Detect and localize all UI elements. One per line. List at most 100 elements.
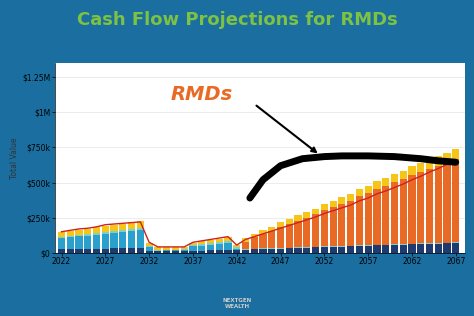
Bar (259, 234, 266, 248)
Bar (198, 246, 205, 251)
Text: Cash Flow Projections for RMDs: Cash Flow Projections for RMDs (77, 11, 397, 29)
Bar (242, 242, 249, 249)
Bar (93, 249, 100, 253)
Bar (128, 229, 135, 231)
Bar (374, 181, 381, 189)
Bar (356, 189, 363, 196)
Bar (259, 248, 266, 249)
Bar (338, 197, 346, 204)
Bar (216, 244, 223, 250)
Bar (409, 244, 416, 253)
Bar (198, 241, 205, 244)
Bar (321, 246, 328, 247)
Text: NEXTGEN
WEALTH: NEXTGEN WEALTH (222, 298, 252, 309)
Bar (286, 219, 293, 224)
Bar (242, 249, 249, 250)
Bar (347, 194, 354, 201)
Bar (207, 243, 214, 245)
Bar (58, 249, 65, 253)
Bar (233, 250, 240, 253)
Bar (224, 250, 232, 253)
Bar (417, 243, 424, 244)
Bar (268, 249, 275, 253)
Bar (110, 233, 118, 248)
Bar (452, 159, 459, 242)
Bar (233, 247, 240, 249)
Bar (268, 248, 275, 249)
Bar (189, 245, 197, 246)
Bar (312, 215, 319, 247)
Bar (181, 251, 188, 253)
Bar (119, 248, 127, 253)
Bar (75, 235, 82, 236)
Bar (189, 246, 197, 251)
Bar (146, 252, 153, 253)
Bar (435, 243, 442, 244)
Bar (347, 246, 354, 253)
Bar (163, 250, 170, 251)
Bar (155, 251, 162, 253)
Bar (84, 234, 91, 235)
Bar (338, 246, 346, 253)
Bar (242, 250, 249, 253)
Bar (400, 171, 407, 179)
Bar (207, 245, 214, 250)
Bar (251, 238, 258, 249)
Bar (303, 217, 310, 247)
Bar (119, 224, 127, 230)
Bar (102, 232, 109, 234)
Bar (426, 243, 433, 244)
Bar (75, 236, 82, 249)
Bar (312, 209, 319, 215)
Bar (374, 245, 381, 246)
Bar (400, 245, 407, 253)
Bar (277, 249, 284, 253)
Bar (224, 243, 232, 250)
Bar (137, 230, 144, 248)
Bar (303, 248, 310, 253)
Bar (84, 229, 91, 234)
Bar (347, 201, 354, 246)
Bar (110, 231, 118, 233)
Bar (75, 249, 82, 253)
Bar (277, 227, 284, 248)
Bar (277, 222, 284, 227)
Bar (137, 228, 144, 230)
Bar (207, 250, 214, 253)
Bar (391, 182, 398, 244)
Bar (181, 250, 188, 251)
Bar (435, 244, 442, 253)
Bar (294, 247, 301, 248)
Bar (409, 166, 416, 175)
Bar (417, 163, 424, 172)
Bar (102, 234, 109, 249)
Text: RMDs: RMDs (171, 85, 233, 104)
Bar (137, 221, 144, 228)
Bar (181, 247, 188, 249)
Bar (146, 247, 153, 252)
Bar (216, 242, 223, 244)
Bar (338, 204, 346, 246)
Bar (443, 162, 451, 243)
Bar (189, 243, 197, 245)
Bar (233, 249, 240, 250)
Bar (259, 249, 266, 253)
Bar (67, 249, 74, 253)
Bar (75, 230, 82, 235)
Bar (172, 250, 179, 251)
Bar (391, 245, 398, 253)
Bar (67, 236, 74, 237)
Bar (409, 175, 416, 244)
Bar (128, 248, 135, 253)
Bar (93, 228, 100, 233)
Bar (268, 231, 275, 248)
Bar (119, 232, 127, 248)
Bar (435, 156, 442, 166)
Bar (128, 231, 135, 248)
Bar (365, 245, 372, 246)
Bar (224, 238, 232, 241)
Bar (417, 244, 424, 253)
Bar (426, 169, 433, 243)
Bar (294, 221, 301, 247)
Bar (382, 245, 389, 253)
